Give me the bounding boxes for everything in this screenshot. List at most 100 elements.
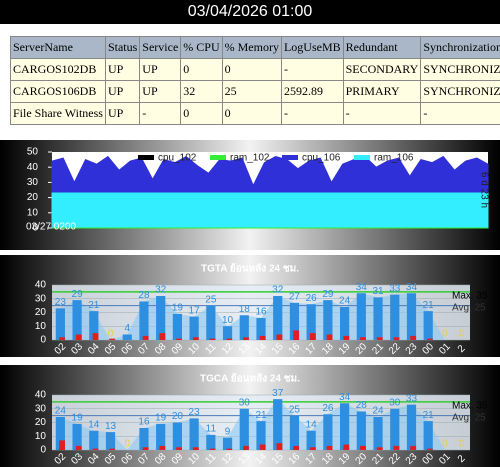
bar (243, 337, 249, 340)
bar (293, 445, 300, 450)
bar (139, 301, 149, 340)
bar (222, 437, 233, 450)
y-tick-label: 10 (35, 321, 47, 332)
value-label: 24 (372, 406, 384, 417)
bar (109, 448, 116, 450)
value-label: 21 (423, 300, 435, 311)
bar (373, 297, 383, 340)
y-tick-label: 40 (27, 162, 39, 173)
table-cell: UP (139, 58, 182, 81)
value-label: 0 (442, 329, 448, 340)
value-label: 27 (289, 292, 301, 303)
bar (410, 445, 417, 450)
y-tick-label: 30 (35, 403, 47, 414)
column-header: Redundant (342, 36, 422, 59)
bar (192, 337, 199, 340)
value-label: 33 (389, 283, 401, 294)
server-table: ServerName Status Service% CPU% Memory LogU… (10, 36, 500, 125)
bar (343, 444, 350, 450)
bar (139, 428, 149, 450)
bar (406, 404, 417, 450)
y-tick-label: 50 (27, 147, 39, 158)
legend-label: cpu_106 (302, 153, 341, 164)
bar (226, 448, 233, 450)
legend-swatch (210, 155, 226, 160)
legend-swatch (138, 155, 154, 160)
bar (426, 338, 433, 340)
value-label: 25 (205, 294, 217, 305)
column-header: Service (139, 36, 182, 59)
value-label: 0 (459, 439, 465, 450)
y-tick-label: 20 (35, 417, 47, 428)
bar (356, 411, 366, 450)
table-cell: - (139, 102, 182, 125)
bar (109, 338, 116, 340)
bar (289, 415, 300, 450)
value-label: 34 (406, 282, 418, 293)
value-label: 31 (372, 286, 384, 297)
value-label: 21 (423, 410, 435, 421)
bar (273, 399, 283, 450)
column-header: Status (104, 36, 141, 59)
y-tick-label: 0 (32, 223, 38, 234)
table-row: File Share Witness UP -0 0- - - (10, 102, 500, 125)
bar (156, 296, 166, 340)
table-cell: - (420, 102, 500, 125)
table-cell: 32 (180, 80, 223, 103)
bar (243, 445, 249, 450)
max-label: Max. 35 (452, 401, 488, 412)
bar (89, 430, 99, 450)
legend-label: cpu_102 (158, 153, 197, 164)
value-label: 26 (322, 403, 334, 414)
bar (289, 302, 300, 340)
bar (75, 334, 82, 340)
value-label: 32 (155, 285, 167, 296)
value-label: 0 (108, 329, 114, 340)
bar (122, 334, 132, 340)
value-label: 0 (442, 439, 448, 450)
column-header: ServerName (10, 36, 106, 59)
value-label: 26 (306, 293, 318, 304)
bar (373, 417, 383, 450)
value-label: 29 (322, 289, 334, 300)
bar (156, 423, 166, 450)
value-label: 9 (225, 426, 231, 437)
table-cell: SECONDARY (342, 58, 422, 81)
bar (423, 421, 433, 450)
table-cell: 2592.89 (280, 80, 344, 103)
value-label: 0 (459, 329, 465, 340)
table-cell: UP (104, 58, 141, 81)
table-cell: UP (139, 80, 182, 103)
column-header: % CPU (180, 36, 223, 59)
legend-label: ram_106 (374, 153, 414, 164)
bar (340, 403, 350, 450)
bar (55, 417, 65, 450)
bar (340, 307, 350, 340)
value-label: 34 (339, 392, 351, 403)
bar (226, 338, 233, 340)
avg-label: Avg. 25 (452, 412, 486, 423)
y-tick-label: 10 (35, 431, 47, 442)
value-label: 28 (356, 400, 368, 411)
value-label: 19 (72, 413, 84, 424)
table-cell: File Share Witness (10, 102, 106, 125)
value-label: 25 (289, 404, 301, 415)
bar (92, 333, 99, 340)
bar (323, 300, 333, 340)
table-cell: UP (104, 102, 141, 125)
table-row: CARGOS106DB UP UP 32 25 2592.89 PRIMARY SYNCHRO… (10, 80, 500, 103)
value-label: 33 (406, 393, 418, 404)
bar (390, 408, 400, 450)
table-cell: CARGOS102DB (10, 58, 106, 81)
table-cell: 0 (221, 102, 282, 125)
bar (72, 423, 82, 450)
bar (142, 447, 149, 450)
y-tick-label: 30 (35, 293, 47, 304)
bar (206, 434, 216, 450)
value-label: 4 (124, 323, 130, 334)
bar (356, 293, 366, 340)
value-label: 30 (389, 397, 401, 408)
chart-title: TGTA ย้อนหลัง 24 ชม. (201, 263, 299, 275)
